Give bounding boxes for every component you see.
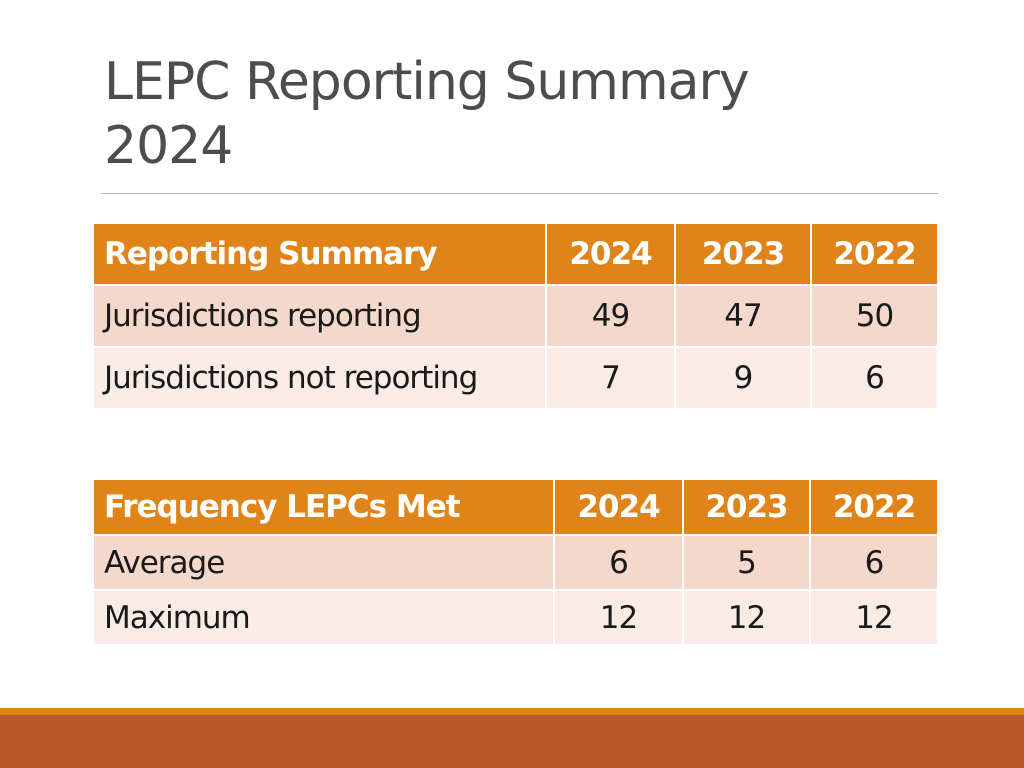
table-row: Jurisdictions reporting 49 47 50 (92, 284, 939, 348)
column-header: Frequency LEPCs Met (92, 478, 555, 536)
row-label: Jurisdictions reporting (92, 284, 547, 348)
table-cell: 50 (810, 284, 939, 348)
table-cell: 6 (809, 534, 939, 591)
table-row: Jurisdictions not reporting 7 9 6 (92, 346, 939, 410)
row-label: Maximum (92, 589, 555, 646)
title-divider (101, 193, 938, 194)
footer-band (0, 715, 1024, 768)
frequency-met-table: Frequency LEPCs Met 2024 2023 2022 Avera… (92, 478, 939, 646)
table-header-row: Reporting Summary 2024 2023 2022 (92, 222, 939, 286)
table-cell: 12 (682, 589, 811, 646)
column-header: 2023 (674, 222, 812, 286)
table-cell: 49 (545, 284, 676, 348)
table-cell: 7 (545, 346, 676, 410)
table-cell: 12 (809, 589, 939, 646)
table-cell: 12 (553, 589, 684, 646)
table-row: Average 6 5 6 (92, 534, 939, 591)
row-label: Jurisdictions not reporting (92, 346, 547, 410)
table-cell: 6 (553, 534, 684, 591)
column-header: 2022 (809, 478, 939, 536)
column-header: 2023 (682, 478, 811, 536)
reporting-summary-table: Reporting Summary 2024 2023 2022 Jurisdi… (92, 222, 939, 410)
slide-title: LEPC Reporting Summary 2024 (104, 50, 924, 178)
column-header: Reporting Summary (92, 222, 547, 286)
footer-accent-line (0, 708, 1024, 715)
table-header-row: Frequency LEPCs Met 2024 2023 2022 (92, 478, 939, 536)
column-header: 2022 (810, 222, 939, 286)
slide-title-line2: 2024 (104, 116, 233, 176)
slide-title-line1: LEPC Reporting Summary (104, 52, 750, 112)
table-cell: 5 (682, 534, 811, 591)
table-row: Maximum 12 12 12 (92, 589, 939, 646)
table-cell: 9 (674, 346, 812, 410)
table-cell: 6 (810, 346, 939, 410)
row-label: Average (92, 534, 555, 591)
table-cell: 47 (674, 284, 812, 348)
column-header: 2024 (545, 222, 676, 286)
column-header: 2024 (553, 478, 684, 536)
